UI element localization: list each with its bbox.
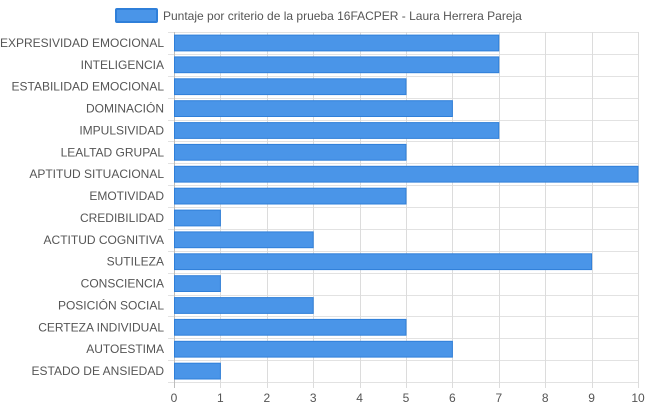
bar[interactable]	[174, 275, 221, 293]
y-tick-label: ESTADO DE ANSIEDAD	[32, 364, 165, 378]
y-tick-label: EXPRESIVIDAD EMOCIONAL	[0, 36, 164, 50]
legend[interactable]: Puntaje por criterio de la prueba 16FACP…	[115, 8, 522, 23]
y-tick-label: SUTILEZA	[107, 255, 164, 269]
y-tick-label: ACTITUD COGNITIVA	[44, 233, 164, 247]
bar[interactable]	[174, 143, 407, 161]
bar[interactable]	[174, 34, 500, 52]
y-tick-label: CONSCIENCIA	[81, 277, 164, 291]
bar[interactable]	[174, 187, 407, 205]
y-tick-label: DOMINACIÓN	[86, 101, 164, 116]
bars	[174, 34, 639, 380]
bar[interactable]	[174, 340, 453, 358]
y-tick-label: CREDIBILIDAD	[80, 211, 164, 225]
x-tick-label: 8	[542, 391, 549, 405]
y-tick-label: APTITUD SITUACIONAL	[29, 167, 164, 181]
bar[interactable]	[174, 362, 221, 380]
y-tick-label: CERTEZA INDIVIDUAL	[38, 320, 164, 334]
x-axis-labels: 0 1 2 3 4 5 6 7 8 9 10	[171, 391, 645, 405]
bar[interactable]	[174, 56, 500, 74]
x-tick-label: 4	[356, 391, 363, 405]
y-tick-label: EMOTIVIDAD	[89, 189, 164, 203]
x-tick-label: 0	[171, 391, 178, 405]
legend-label: Puntaje por criterio de la prueba 16FACP…	[163, 9, 522, 23]
bar[interactable]	[174, 231, 314, 249]
x-tick-label: 1	[217, 391, 224, 405]
bar[interactable]	[174, 100, 453, 117]
x-tick-label: 3	[310, 391, 317, 405]
x-tick-label: 9	[588, 391, 595, 405]
bar[interactable]	[174, 122, 500, 139]
bar[interactable]	[174, 165, 639, 183]
y-tick-label: AUTOESTIMA	[86, 342, 164, 356]
y-axis-labels: EXPRESIVIDAD EMOCIONAL INTELIGENCIA ESTABI…	[0, 36, 164, 378]
y-tick-label: LEALTAD GRUPAL	[61, 145, 165, 159]
x-tick-label: 7	[495, 391, 502, 405]
y-tick-label: IMPULSIVIDAD	[79, 123, 164, 137]
bar[interactable]	[174, 253, 593, 271]
x-tick-label: 2	[263, 391, 270, 405]
x-tick-label: 6	[449, 391, 456, 405]
y-tick-label: INTELIGENCIA	[81, 58, 164, 72]
legend-swatch	[115, 8, 158, 23]
bar[interactable]	[174, 209, 221, 227]
y-tick-label: POSICIÓN SOCIAL	[58, 297, 164, 312]
bar[interactable]	[174, 318, 407, 336]
x-tick-label: 5	[403, 391, 410, 405]
bar[interactable]	[174, 78, 407, 96]
x-tick-label: 10	[631, 391, 645, 405]
y-tick-label: ESTABILIDAD EMOCIONAL	[12, 80, 165, 94]
bar[interactable]	[174, 297, 314, 314]
